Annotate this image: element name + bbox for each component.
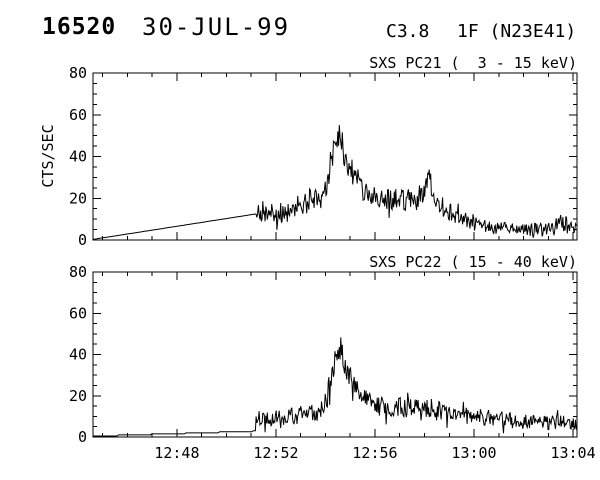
y-tick-label: 60 <box>69 106 87 124</box>
counts-trace <box>93 337 577 437</box>
y-tick-label: 40 <box>69 148 87 166</box>
y-tick-label: 0 <box>78 231 87 249</box>
x-tick-label: 12:56 <box>352 444 397 462</box>
x-tick-label: 12:52 <box>253 444 298 462</box>
goes-class: C3.8 <box>386 21 430 42</box>
x-tick-label: 12:48 <box>154 444 199 462</box>
flare-importance-location: 1F (N23E41) <box>457 21 577 42</box>
x-tick-label: 13:04 <box>550 444 595 462</box>
x-tick-label: 13:00 <box>451 444 496 462</box>
counts-trace <box>92 124 577 240</box>
plot2-title: SXS PC22 ( 15 - 40 keV) <box>369 253 577 271</box>
plot1-title: SXS PC21 ( 3 - 15 keV) <box>369 54 577 72</box>
plot-frame <box>92 72 578 241</box>
event-date: 30-JUL-99 <box>142 13 291 41</box>
plot-1: 0 20 40 60 80 <box>69 64 578 249</box>
event-number: 16520 <box>42 14 117 40</box>
y-tick-label: 80 <box>69 64 87 82</box>
y-tick-label: 20 <box>69 387 87 405</box>
y-tick-label: 40 <box>69 346 87 364</box>
y-tick-label: 0 <box>78 428 87 446</box>
y-tick-label: 80 <box>69 263 87 281</box>
plot-2: 0 20 40 60 80 12:48 12:52 12:56 13:00 13:04 <box>69 263 596 462</box>
y-tick-label: 20 <box>69 189 87 207</box>
y-tick-label: 60 <box>69 304 87 322</box>
